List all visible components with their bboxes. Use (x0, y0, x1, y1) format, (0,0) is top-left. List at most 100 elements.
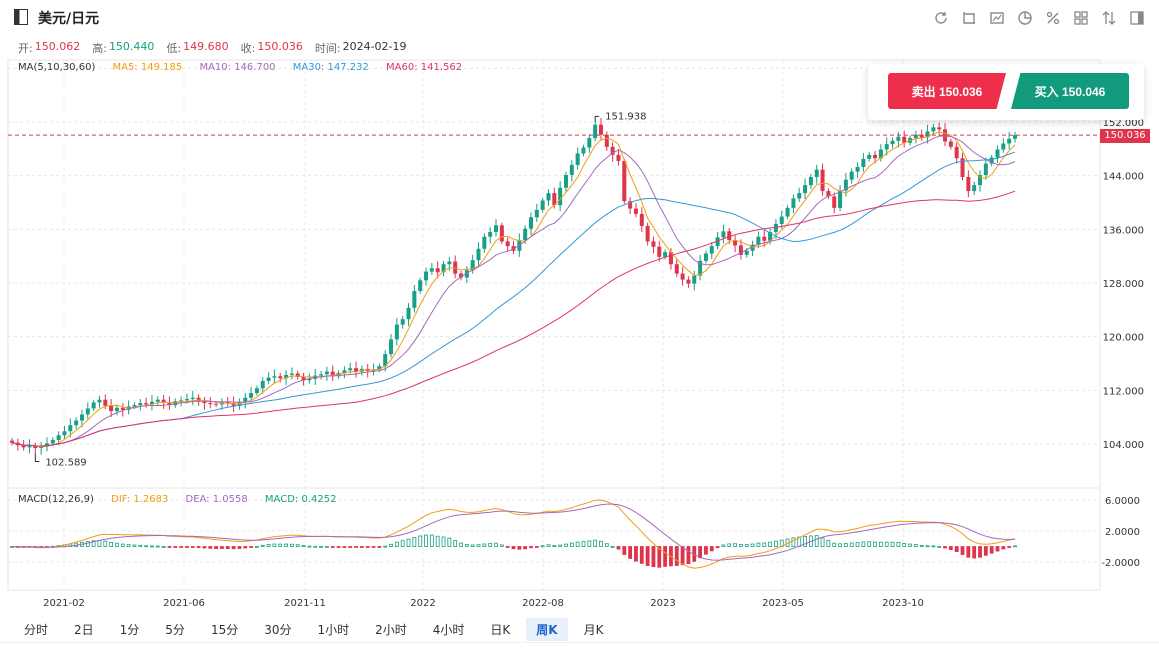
macd-bar (494, 542, 498, 547)
macd-bar (925, 545, 930, 548)
candle-body (377, 366, 382, 370)
candle-body (972, 185, 977, 192)
candle-body (260, 380, 265, 389)
tab-timeframe[interactable]: 2日 (74, 623, 94, 637)
tab-timeframe[interactable]: 2小时 (375, 623, 407, 637)
macd-bar (348, 546, 353, 548)
macd-bar (849, 542, 854, 547)
candle-body (79, 414, 84, 421)
time-value: 2024-02-19 (342, 40, 407, 53)
candle-body (464, 270, 469, 278)
macd-bar (85, 541, 90, 547)
macd-bar (91, 540, 96, 547)
macd-bar (97, 540, 102, 547)
open-value: 150.062 (34, 40, 81, 53)
candle-body (663, 252, 668, 257)
candle-body (616, 154, 621, 161)
candle-body (301, 376, 306, 381)
divider (0, 642, 1159, 643)
tab-timeframe[interactable]: 15分 (210, 623, 239, 637)
macd-bar (342, 546, 347, 548)
candle-body (756, 236, 761, 245)
macd-bar (896, 541, 901, 547)
y-tick-label: 104.000 (1103, 440, 1144, 451)
open-label: 开: (18, 42, 33, 55)
candle-body (983, 163, 988, 175)
candle-body (289, 373, 294, 375)
macd-bar (663, 546, 668, 567)
tab-timeframe[interactable]: 日K (490, 623, 511, 637)
low-value: 149.680 (183, 40, 229, 53)
candle-body (873, 154, 878, 159)
macd-bar (447, 537, 452, 547)
tab-timeframe[interactable]: 分时 (24, 623, 49, 637)
sort-icon[interactable] (1099, 8, 1119, 28)
pie-icon[interactable] (1015, 8, 1035, 28)
macd-bar (733, 543, 737, 547)
tab-timeframe[interactable]: 5分 (165, 623, 185, 637)
grid-icon[interactable] (1071, 8, 1091, 28)
candle-body (295, 373, 300, 377)
macd-bar (249, 546, 253, 548)
macd-bar (359, 546, 364, 548)
crop-icon[interactable] (959, 8, 979, 28)
tab-timeframe[interactable]: 周K (526, 618, 568, 641)
ma-legend: MA(5,10,30,60) MA5: 149.185 MA10: 146.70… (18, 62, 476, 73)
candle-body (523, 228, 528, 241)
refresh-icon[interactable] (931, 8, 951, 28)
candle-body (383, 354, 388, 367)
tab-timeframe[interactable]: 4小时 (432, 623, 465, 637)
macd-bar (919, 545, 924, 547)
candle-body (867, 154, 872, 159)
macd-bar (855, 542, 860, 547)
macd-bar (721, 544, 726, 547)
x-tick-label: 2021-02 (43, 598, 85, 609)
candle-body (814, 169, 819, 178)
candle-body (97, 399, 102, 403)
tab-timeframe[interactable]: 1小时 (317, 623, 350, 637)
candle-body (937, 127, 942, 130)
candle-body (138, 403, 143, 406)
macd-bar (604, 543, 609, 547)
macd-bar (587, 540, 592, 547)
macd-bar (307, 545, 312, 548)
macd-bar (523, 546, 528, 550)
macd-bar (960, 546, 965, 555)
macd-bar (791, 537, 796, 547)
close-label: 收: (240, 42, 256, 55)
candle-body (966, 177, 971, 192)
candle-body (56, 435, 61, 440)
candle-body (342, 370, 347, 373)
candle-body (896, 136, 901, 141)
current-price-tag: 150.036 (1100, 129, 1150, 143)
candle-body (62, 431, 67, 436)
candle-body (692, 275, 697, 284)
candle-body (389, 339, 394, 355)
tab-timeframe[interactable]: 1分 (119, 623, 140, 637)
percent-icon[interactable] (1043, 8, 1063, 28)
candle-body (826, 191, 831, 197)
macd-bar (389, 543, 393, 547)
drawing-icon[interactable] (987, 8, 1007, 28)
ma30-legend: MA30: 147.232 (292, 62, 369, 73)
macd-bar (657, 546, 662, 568)
macd-bar (931, 545, 936, 548)
macd-y-tick-label: 2.0000 (1105, 527, 1140, 538)
macd-bar (756, 542, 761, 547)
candle-body (803, 185, 808, 194)
candle-body (74, 420, 79, 426)
buy-button[interactable]: 买入 150.046 (1011, 73, 1129, 109)
sidebar-icon[interactable] (1127, 8, 1147, 28)
candle-body (254, 388, 259, 394)
macd-bar (208, 546, 213, 549)
sell-button[interactable]: 卖出 150.036 (888, 73, 1006, 109)
candle-body (231, 403, 236, 406)
macd-bar (202, 546, 207, 549)
candle-body (406, 307, 411, 320)
macd-bar (832, 542, 837, 547)
tab-timeframe[interactable]: 30分 (264, 623, 292, 637)
macd-bar (435, 535, 440, 547)
candle-body (243, 397, 248, 402)
tab-timeframe[interactable]: 月K (583, 623, 604, 637)
sidebar-toggle-icon[interactable] (14, 9, 28, 25)
